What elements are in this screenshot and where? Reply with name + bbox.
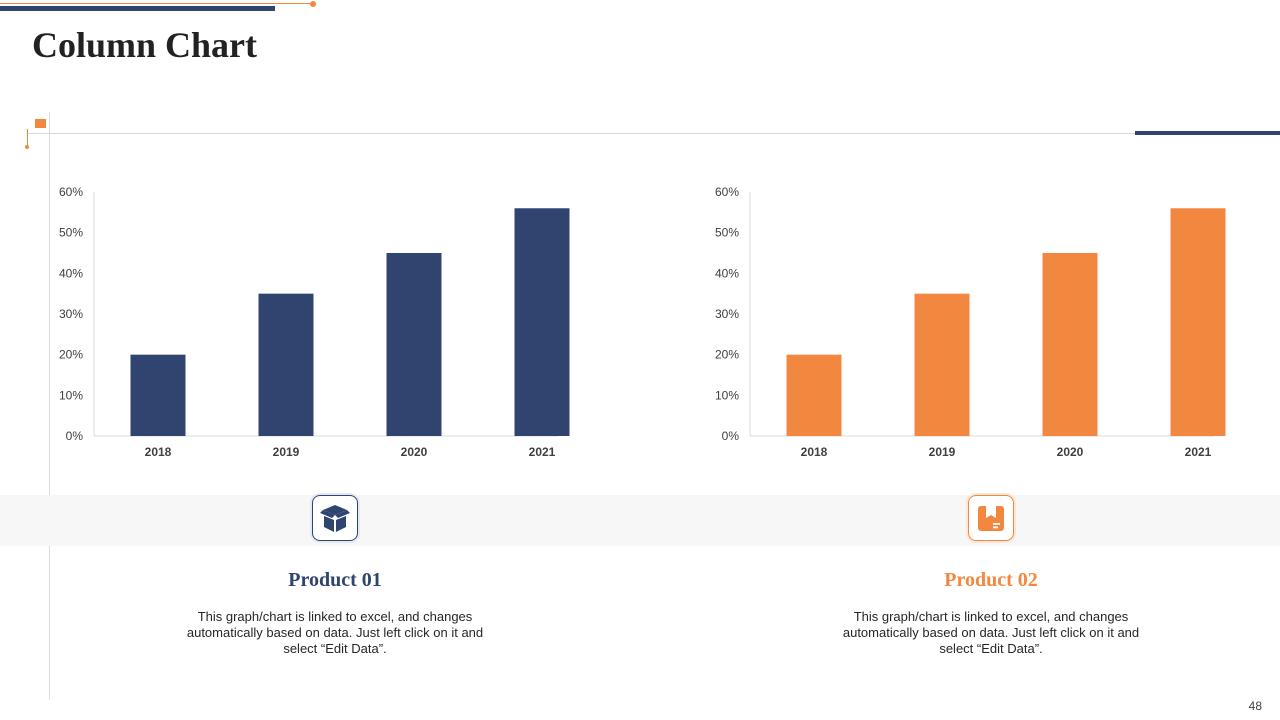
product-02-icon-box — [968, 495, 1014, 541]
x-tick-label: 2018 — [145, 445, 172, 459]
y-tick-label: 0% — [66, 429, 84, 443]
bar-2018[interactable] — [130, 354, 186, 436]
product-02-description: This graph/chart is linked to excel, and… — [842, 609, 1140, 656]
x-tick-label: 2018 — [801, 445, 828, 459]
open-box-icon — [320, 505, 350, 532]
x-tick-label: 2020 — [1057, 445, 1084, 459]
page-title: Column Chart — [32, 25, 258, 65]
top-accent-line — [0, 3, 313, 4]
bar-2021[interactable] — [1170, 208, 1226, 436]
y-tick-label: 30% — [59, 307, 83, 321]
bar-2021[interactable] — [514, 208, 570, 436]
package-icon — [978, 506, 1004, 531]
column-chart-product-01[interactable]: 0% 10% 20% 30% 40% 50% 60% 2018 2019 2020 2021 — [50, 180, 620, 470]
accent-bracket — [27, 129, 28, 146]
bar-2018[interactable] — [786, 354, 842, 436]
product-01-description: This graph/chart is linked to excel, and… — [186, 609, 484, 656]
x-tick-label: 2020 — [401, 445, 428, 459]
y-tick-label: 60% — [59, 185, 83, 199]
y-tick-label: 60% — [715, 185, 739, 199]
top-accent-dot — [310, 1, 316, 7]
y-tick-label: 20% — [59, 348, 83, 362]
y-tick-label: 40% — [59, 266, 83, 280]
product-02-title: Product 02 — [944, 569, 1038, 591]
left-guide-line — [49, 112, 50, 700]
y-tick-label: 30% — [715, 307, 739, 321]
page-number: 48 — [1248, 699, 1262, 713]
product-01-title: Product 01 — [288, 569, 382, 591]
accent-dot — [25, 145, 29, 149]
x-tick-label: 2019 — [273, 445, 300, 459]
y-tick-label: 50% — [715, 226, 739, 240]
header-divider — [28, 133, 1280, 134]
column-chart-product-02[interactable]: 0% 10% 20% 30% 40% 50% 60% 2018 2019 2020 2021 — [706, 180, 1276, 470]
top-accent-bar — [0, 6, 275, 11]
bar-2020[interactable] — [1042, 253, 1098, 436]
y-tick-label: 10% — [59, 388, 83, 402]
y-tick-label: 50% — [59, 226, 83, 240]
y-tick-label: 0% — [722, 429, 740, 443]
bar-2020[interactable] — [386, 253, 442, 436]
accent-square — [35, 119, 46, 128]
bar-2019[interactable] — [914, 293, 970, 436]
x-tick-label: 2019 — [929, 445, 956, 459]
bar-2019[interactable] — [258, 293, 314, 436]
y-tick-label: 40% — [715, 266, 739, 280]
header-divider-accent — [1135, 131, 1280, 135]
icon-band — [0, 495, 1280, 546]
product-01-icon-box — [312, 495, 358, 541]
y-tick-label: 20% — [715, 348, 739, 362]
x-tick-label: 2021 — [1185, 445, 1212, 459]
y-tick-label: 10% — [715, 388, 739, 402]
x-tick-label: 2021 — [529, 445, 556, 459]
